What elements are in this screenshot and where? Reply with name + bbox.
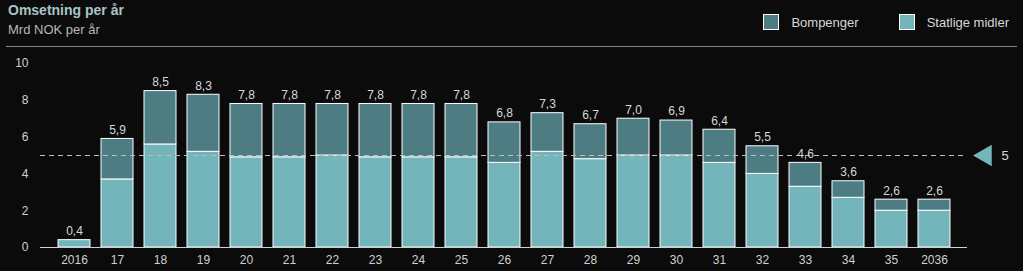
svg-text:35: 35: [885, 253, 899, 267]
svg-text:32: 32: [756, 253, 770, 267]
svg-text:10: 10: [15, 56, 29, 70]
svg-text:7,3: 7,3: [539, 97, 556, 111]
svg-text:8: 8: [22, 93, 29, 107]
svg-text:28: 28: [584, 253, 598, 267]
html-text:Omsetning per år: Omsetning per år: [8, 2, 124, 18]
svg-text:21: 21: [283, 253, 297, 267]
svg-text:22: 22: [326, 253, 340, 267]
svg-text:0: 0: [22, 240, 29, 254]
svg-text:6,8: 6,8: [496, 106, 513, 120]
svg-text:4,6: 4,6: [797, 147, 814, 161]
svg-text:6: 6: [22, 130, 29, 144]
svg-text:23: 23: [369, 253, 383, 267]
svg-text:26: 26: [498, 253, 512, 267]
svg-text:5,9: 5,9: [109, 123, 126, 137]
svg-text:0,4: 0,4: [66, 224, 83, 238]
html-text:Mrd NOK per år: Mrd NOK per år: [8, 22, 100, 37]
svg-text:8,3: 8,3: [195, 79, 212, 93]
svg-text:2: 2: [22, 204, 29, 218]
svg-text:33: 33: [799, 253, 813, 267]
svg-text:6,7: 6,7: [582, 108, 599, 122]
html-text:Bompenger: Bompenger: [791, 14, 859, 30]
svg-text:8,5: 8,5: [152, 75, 169, 89]
html-text:Statlige midler: Statlige midler: [926, 14, 1009, 30]
svg-text:4: 4: [22, 167, 29, 181]
svg-text:7,8: 7,8: [367, 88, 384, 102]
svg-text:27: 27: [541, 253, 555, 267]
svg-text:29: 29: [627, 253, 641, 267]
svg-text:7,8: 7,8: [410, 88, 427, 102]
svg-text:34: 34: [842, 253, 856, 267]
svg-text:2,6: 2,6: [926, 184, 943, 198]
svg-text:6,9: 6,9: [668, 104, 685, 118]
svg-text:2036: 2036: [921, 253, 948, 267]
svg-text:7,8: 7,8: [453, 88, 470, 102]
svg-text:2016: 2016: [61, 253, 88, 267]
svg-text:7,0: 7,0: [625, 103, 642, 117]
svg-text:5: 5: [1002, 148, 1009, 163]
svg-text:20: 20: [240, 253, 254, 267]
svg-text:5,5: 5,5: [754, 130, 771, 144]
svg-text:18: 18: [154, 253, 168, 267]
svg-text:2,6: 2,6: [883, 184, 900, 198]
svg-text:19: 19: [197, 253, 211, 267]
svg-text:7,8: 7,8: [324, 88, 341, 102]
svg-text:7,8: 7,8: [238, 88, 255, 102]
svg-text:7,8: 7,8: [281, 88, 298, 102]
svg-text:3,6: 3,6: [840, 165, 857, 179]
svg-text:30: 30: [670, 253, 684, 267]
svg-text:24: 24: [412, 253, 426, 267]
svg-text:25: 25: [455, 253, 469, 267]
svg-text:6,4: 6,4: [711, 114, 728, 128]
svg-text:31: 31: [713, 253, 727, 267]
svg-text:17: 17: [111, 253, 125, 267]
